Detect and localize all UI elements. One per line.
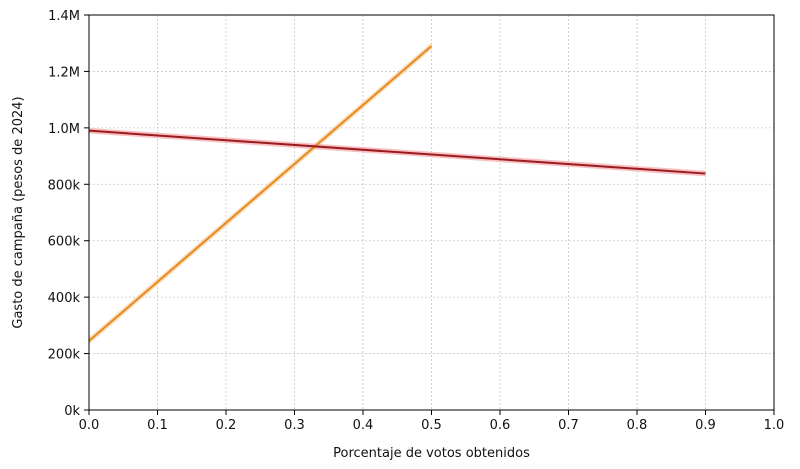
- x-tick-label: 0.4: [353, 418, 374, 433]
- x-tick-label: 0.8: [627, 418, 648, 433]
- series-lines: [88, 45, 706, 342]
- y-tick-label: 200k: [48, 348, 81, 363]
- x-tick-label: 1.0: [764, 418, 785, 433]
- x-axis-title: Porcentaje de votos obtenidos: [333, 446, 530, 461]
- x-tick-labels: 0.0 0.1 0.2 0.3 0.4 0.5 0.6 0.7 0.8 0.9 1.0: [79, 418, 785, 433]
- y-tick-label: 800k: [48, 178, 81, 193]
- x-tick-label: 0.6: [490, 418, 511, 433]
- x-tick-label: 0.1: [147, 418, 168, 433]
- x-tick-label: 0.2: [216, 418, 237, 433]
- x-tick-label: 0.3: [284, 418, 305, 433]
- y-tick-label: 400k: [48, 291, 81, 306]
- y-tick-label: 600k: [48, 235, 81, 250]
- y-tick-label: 1.4M: [48, 9, 80, 24]
- x-tick-label: 0.7: [558, 418, 579, 433]
- x-tick-label: 0.5: [421, 418, 442, 433]
- grid: [88, 14, 775, 411]
- y-tick-label: 1.0M: [48, 122, 80, 137]
- series-1-line: [88, 45, 433, 342]
- y-tick-label: 0k: [64, 404, 80, 419]
- x-tick-label: 0.9: [695, 418, 716, 433]
- y-tick-labels: 0k 200k 400k 600k 800k 1.0M 1.2M 1.4M: [48, 9, 81, 419]
- y-axis-title: Gasto de campaña (pesos de 2024): [11, 96, 26, 328]
- series-2-line: [88, 129, 706, 175]
- y-tick-label: 1.2M: [48, 65, 80, 80]
- x-tick-label: 0.0: [79, 418, 100, 433]
- ticks: [84, 14, 775, 415]
- confidence-bands: [89, 42, 706, 345]
